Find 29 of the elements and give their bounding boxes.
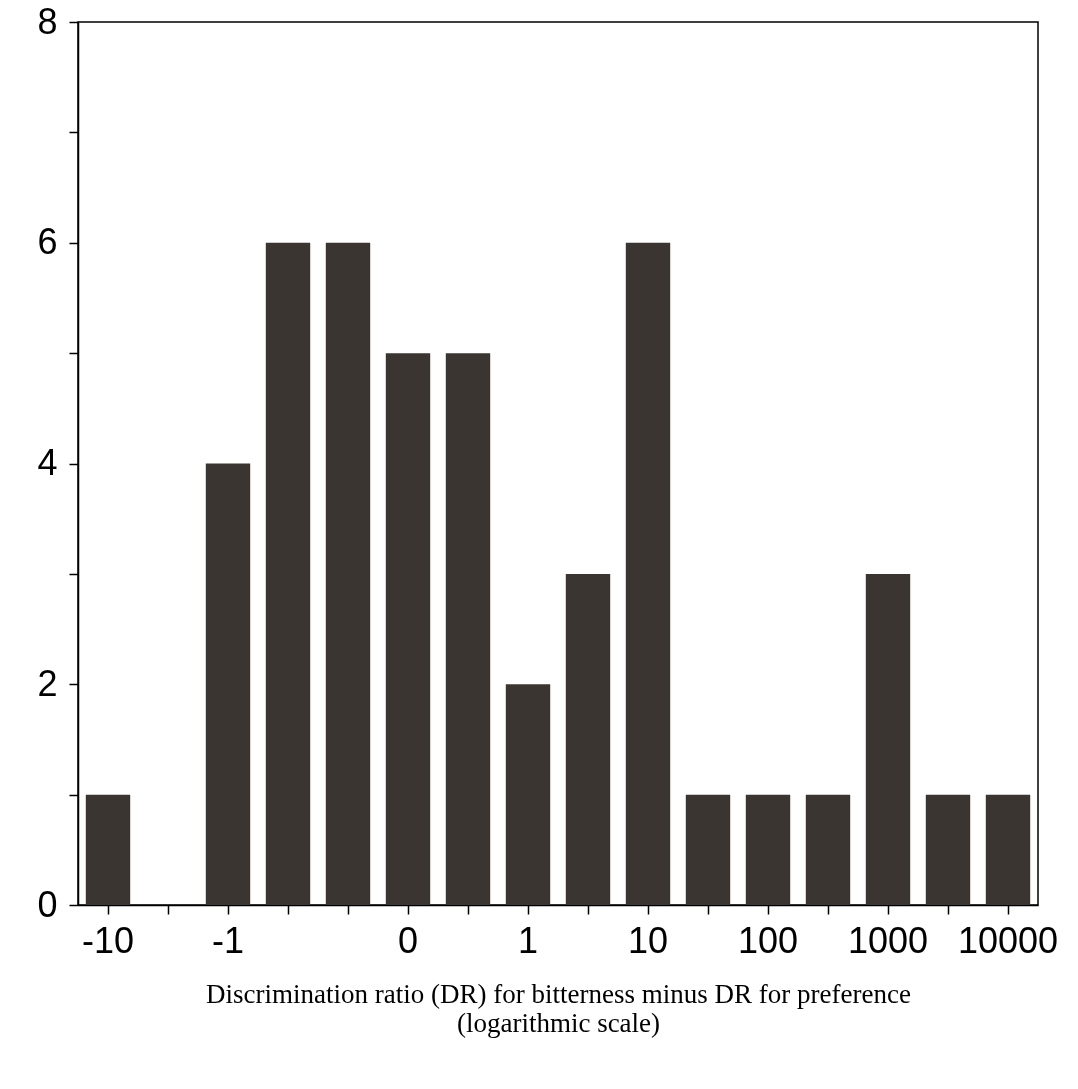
x-tick-label: -1: [211, 919, 245, 961]
bar: [565, 573, 611, 905]
y-tick-label: 0: [37, 883, 58, 925]
bar: [325, 242, 371, 905]
y-tick-label: 2: [37, 662, 58, 704]
bar: [265, 242, 311, 905]
bar: [445, 353, 491, 905]
x-tick-label: 1: [517, 919, 539, 961]
x-tick-label: 10000: [957, 919, 1059, 961]
bar: [745, 794, 791, 905]
bar: [625, 242, 671, 905]
x-tick-label: 100: [737, 919, 799, 961]
bar: [985, 794, 1031, 905]
bar: [205, 463, 251, 905]
bar: [385, 353, 431, 905]
y-tick-label: 6: [37, 221, 58, 263]
bar: [505, 684, 551, 905]
bar: [805, 794, 851, 905]
x-tick-label: -10: [81, 919, 135, 961]
bar: [925, 794, 971, 905]
y-tick-label: 8: [37, 0, 58, 42]
x-tick-label: 0: [397, 919, 419, 961]
y-tick-label: 4: [37, 442, 58, 483]
bar: [85, 794, 131, 905]
bar: [865, 573, 911, 905]
bar: [685, 794, 731, 905]
x-axis-title: Discrimination ratio (DR) for bitterness minus DR for preference (logarithmic scale): [206, 978, 911, 1038]
x-tick-label: 10: [627, 919, 669, 961]
x-tick-label: 1000: [847, 919, 929, 961]
